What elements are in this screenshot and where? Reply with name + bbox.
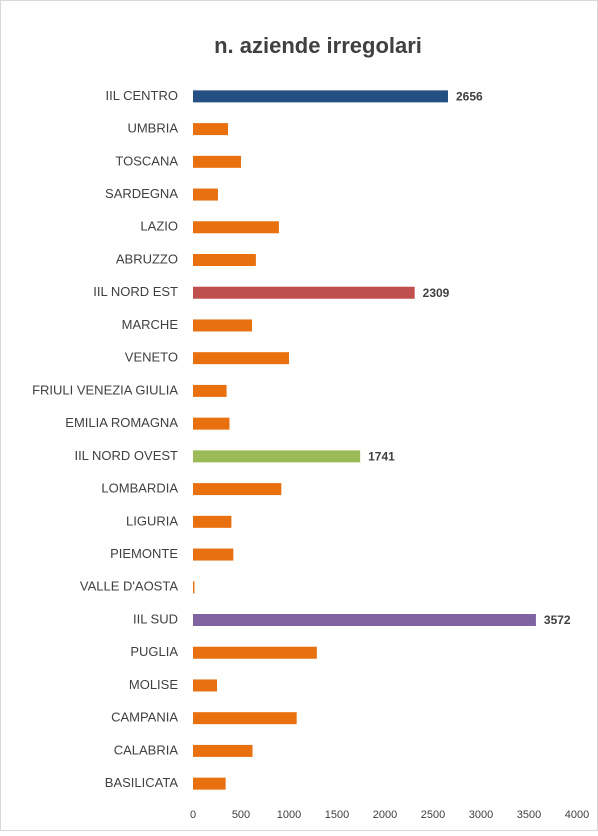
y-tick-label: EMILIA ROMAGNA: [65, 415, 178, 430]
y-tick-label: LOMBARDIA: [101, 481, 178, 496]
y-tick-label: ABRUZZO: [116, 251, 178, 266]
x-tick-label: 1000: [277, 809, 301, 821]
y-tick-label: PIEMONTE: [110, 546, 178, 561]
y-tick-label: CALABRIA: [114, 742, 179, 757]
bar: [193, 417, 230, 430]
x-tick-label: 3500: [517, 809, 541, 821]
x-tick-label: 1500: [325, 809, 349, 821]
bar: [193, 254, 256, 266]
bar: [193, 123, 229, 136]
x-tick-label: 2000: [373, 809, 397, 821]
bar: [193, 646, 317, 659]
y-tick-label: MARCHE: [122, 317, 179, 332]
y-tick-label: BASILICATA: [105, 775, 179, 790]
y-tick-label: VALLE D'AOSTA: [80, 579, 178, 594]
bar: [193, 614, 536, 626]
bar: [193, 515, 232, 528]
bar: [193, 155, 241, 168]
bar: [193, 483, 282, 496]
value-label: 2309: [423, 286, 450, 300]
bar: [193, 777, 226, 790]
x-tick-label: 2500: [421, 809, 445, 821]
bar: [193, 221, 279, 234]
bar: [193, 712, 297, 725]
bar: [193, 679, 217, 692]
chart-title: n. aziende irregolari: [214, 33, 422, 58]
x-tick-label: 4000: [565, 809, 589, 821]
y-tick-label: CAMPANIA: [111, 710, 178, 725]
y-tick-label: SARDEGNA: [105, 186, 178, 201]
bar: [193, 744, 253, 757]
y-tick-label: FRIULI VENEZIA GIULIA: [32, 382, 178, 397]
bar: [193, 319, 253, 332]
bar: [193, 450, 361, 463]
x-tick-label: 0: [190, 809, 196, 821]
bar: [193, 188, 218, 201]
y-tick-label: VENETO: [125, 350, 178, 365]
bar: [193, 581, 195, 594]
value-label: 1741: [368, 450, 395, 464]
bar: [193, 90, 448, 103]
y-tick-label: MOLISE: [129, 677, 178, 692]
value-label: 2656: [456, 90, 483, 104]
y-tick-label: LAZIO: [140, 219, 178, 234]
x-tick-label: 3000: [469, 809, 493, 821]
x-tick-label: 500: [232, 809, 250, 821]
bar: [193, 548, 234, 561]
bar: [193, 352, 289, 365]
bar: [193, 286, 415, 299]
y-tick-label: IIL NORD EST: [93, 284, 178, 299]
y-tick-label: PUGLIA: [130, 644, 178, 659]
bar: [193, 384, 227, 397]
y-tick-label: TOSCANA: [115, 153, 178, 168]
y-tick-label: IIL SUD: [133, 611, 178, 626]
y-tick-label: IIL NORD OVEST: [74, 448, 178, 463]
y-tick-label: LIGURIA: [126, 513, 178, 528]
y-tick-label: IIL CENTRO: [106, 88, 178, 103]
y-tick-label: UMBRIA: [127, 121, 178, 136]
value-label: 3572: [544, 613, 571, 627]
